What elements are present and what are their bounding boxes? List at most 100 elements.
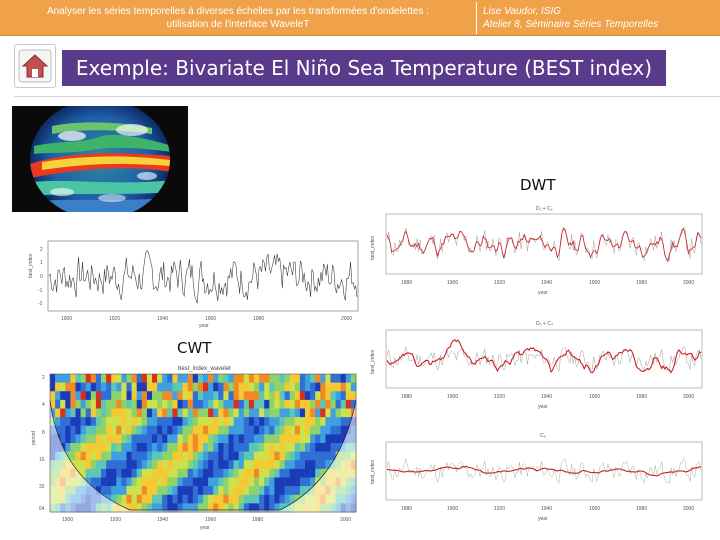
cwt-cell [340,425,347,435]
cwt-cell [208,374,214,383]
cwt-cell [126,391,132,401]
dwt-panel-2: D₃ + C₄ best_index 1880 1900 1920 1940 1… [368,316,708,416]
cwt-cell [325,451,331,461]
cwt-cell [259,443,265,452]
cwt-cell [192,425,199,435]
cwt-cell [157,434,163,444]
cwt-cell [111,417,117,427]
cwt-cell [330,382,336,392]
cwt-cell [85,425,92,435]
cwt-cell [218,494,224,504]
cwt-cell [238,443,245,452]
cwt-cell [274,494,280,504]
cwt-title: best_index_wavelet [178,366,231,372]
cwt-cell [213,477,219,487]
cwt-cell [192,486,199,496]
cwt-cell [131,451,137,461]
cwt-cell [259,468,265,478]
cwt-cell [177,434,183,444]
cwt-cell [106,451,112,461]
dwt2-title: D₃ + C₄ [536,321,553,327]
cwt-cell [111,391,117,401]
cwt-cell [116,468,122,478]
cwt-cell [208,434,214,444]
cwt-cell [167,494,173,504]
cwt-cell [172,477,178,487]
cwt-cell [315,425,321,435]
cwt-cell [90,382,97,392]
cwt-cell [116,477,122,487]
cwt-cell [101,468,107,478]
cwt-cell [55,408,61,418]
dwt2-xtick-6: 2000 [683,394,694,400]
cwt-cell [126,425,132,435]
cwt-cell [289,408,296,418]
home-button[interactable] [14,44,56,88]
cwt-cell [101,382,107,392]
cwt-cell [65,443,71,452]
cwt-cell [294,468,301,478]
cwt-cell [213,460,219,470]
cwt-cell [340,391,347,401]
cwt-cell [141,399,148,409]
cwt-cell [325,399,331,409]
cwt-cell [213,425,219,435]
cwt-cell [85,374,92,383]
cwt-cell [192,417,199,427]
cwt-cell [141,486,148,496]
dwt2-xtick-5: 1980 [636,394,647,400]
cwt-cell [106,477,112,487]
cwt-cell [141,391,148,401]
cwt-cell [152,460,158,470]
raw-xtick-5: 2000 [341,316,352,322]
cwt-cell [172,451,178,461]
cwt-cell [228,468,234,478]
cwt-cell [299,391,306,401]
cwt-cell [121,468,127,478]
cwt-cell [85,468,92,478]
cwt-cell [131,443,137,452]
cwt-cell [95,417,102,427]
cwt-cell [243,434,250,444]
cwt-cell [274,477,280,487]
cwt-cell [126,374,132,383]
cwt-cell [121,425,127,435]
cwt-cell [279,477,285,487]
cwt-cell [228,494,234,504]
cwt-cell [218,460,224,470]
cwt-cell [243,494,250,504]
cwt-cell [320,451,326,461]
cwt-cell [315,451,321,461]
cwt-cell [218,443,224,452]
cwt-cell [208,408,214,418]
cwt-cell [116,443,122,452]
cwt-cell [106,417,112,427]
cwt-cell [335,417,341,427]
cwt-ytick-0: 2 [42,375,45,381]
cwt-cell [90,425,97,435]
cwt-cell [335,382,341,392]
cwt-cell [70,408,76,418]
cwt-cell [248,451,255,461]
cwt-cell [269,468,275,478]
cwt-cell [172,425,178,435]
cwt-cell [264,503,270,513]
cwt-cell [284,451,290,461]
cwt-cell [310,451,316,461]
cwt-cell [218,468,224,478]
cwt-cell [157,468,163,478]
cwt-cell [146,408,153,418]
cwt-cell [259,382,265,392]
cwt-cell [116,434,122,444]
cwt-cell [90,417,97,427]
cwt-cell [152,399,158,409]
cwt-cell [248,391,255,401]
cwt-cell [325,374,331,383]
cwt-cell [330,374,336,383]
dwt1-xtick-0: 1880 [401,280,412,286]
dwt-panel-3: C₆ best_index 1880 1900 1920 1940 1960 1… [368,428,708,528]
cwt-cell [203,417,209,427]
cwt-cell [152,494,158,504]
cwt-cell [55,391,61,401]
cwt-scalogram: best_index_wavelet period 2 4 8 16 32 64… [31,366,357,530]
